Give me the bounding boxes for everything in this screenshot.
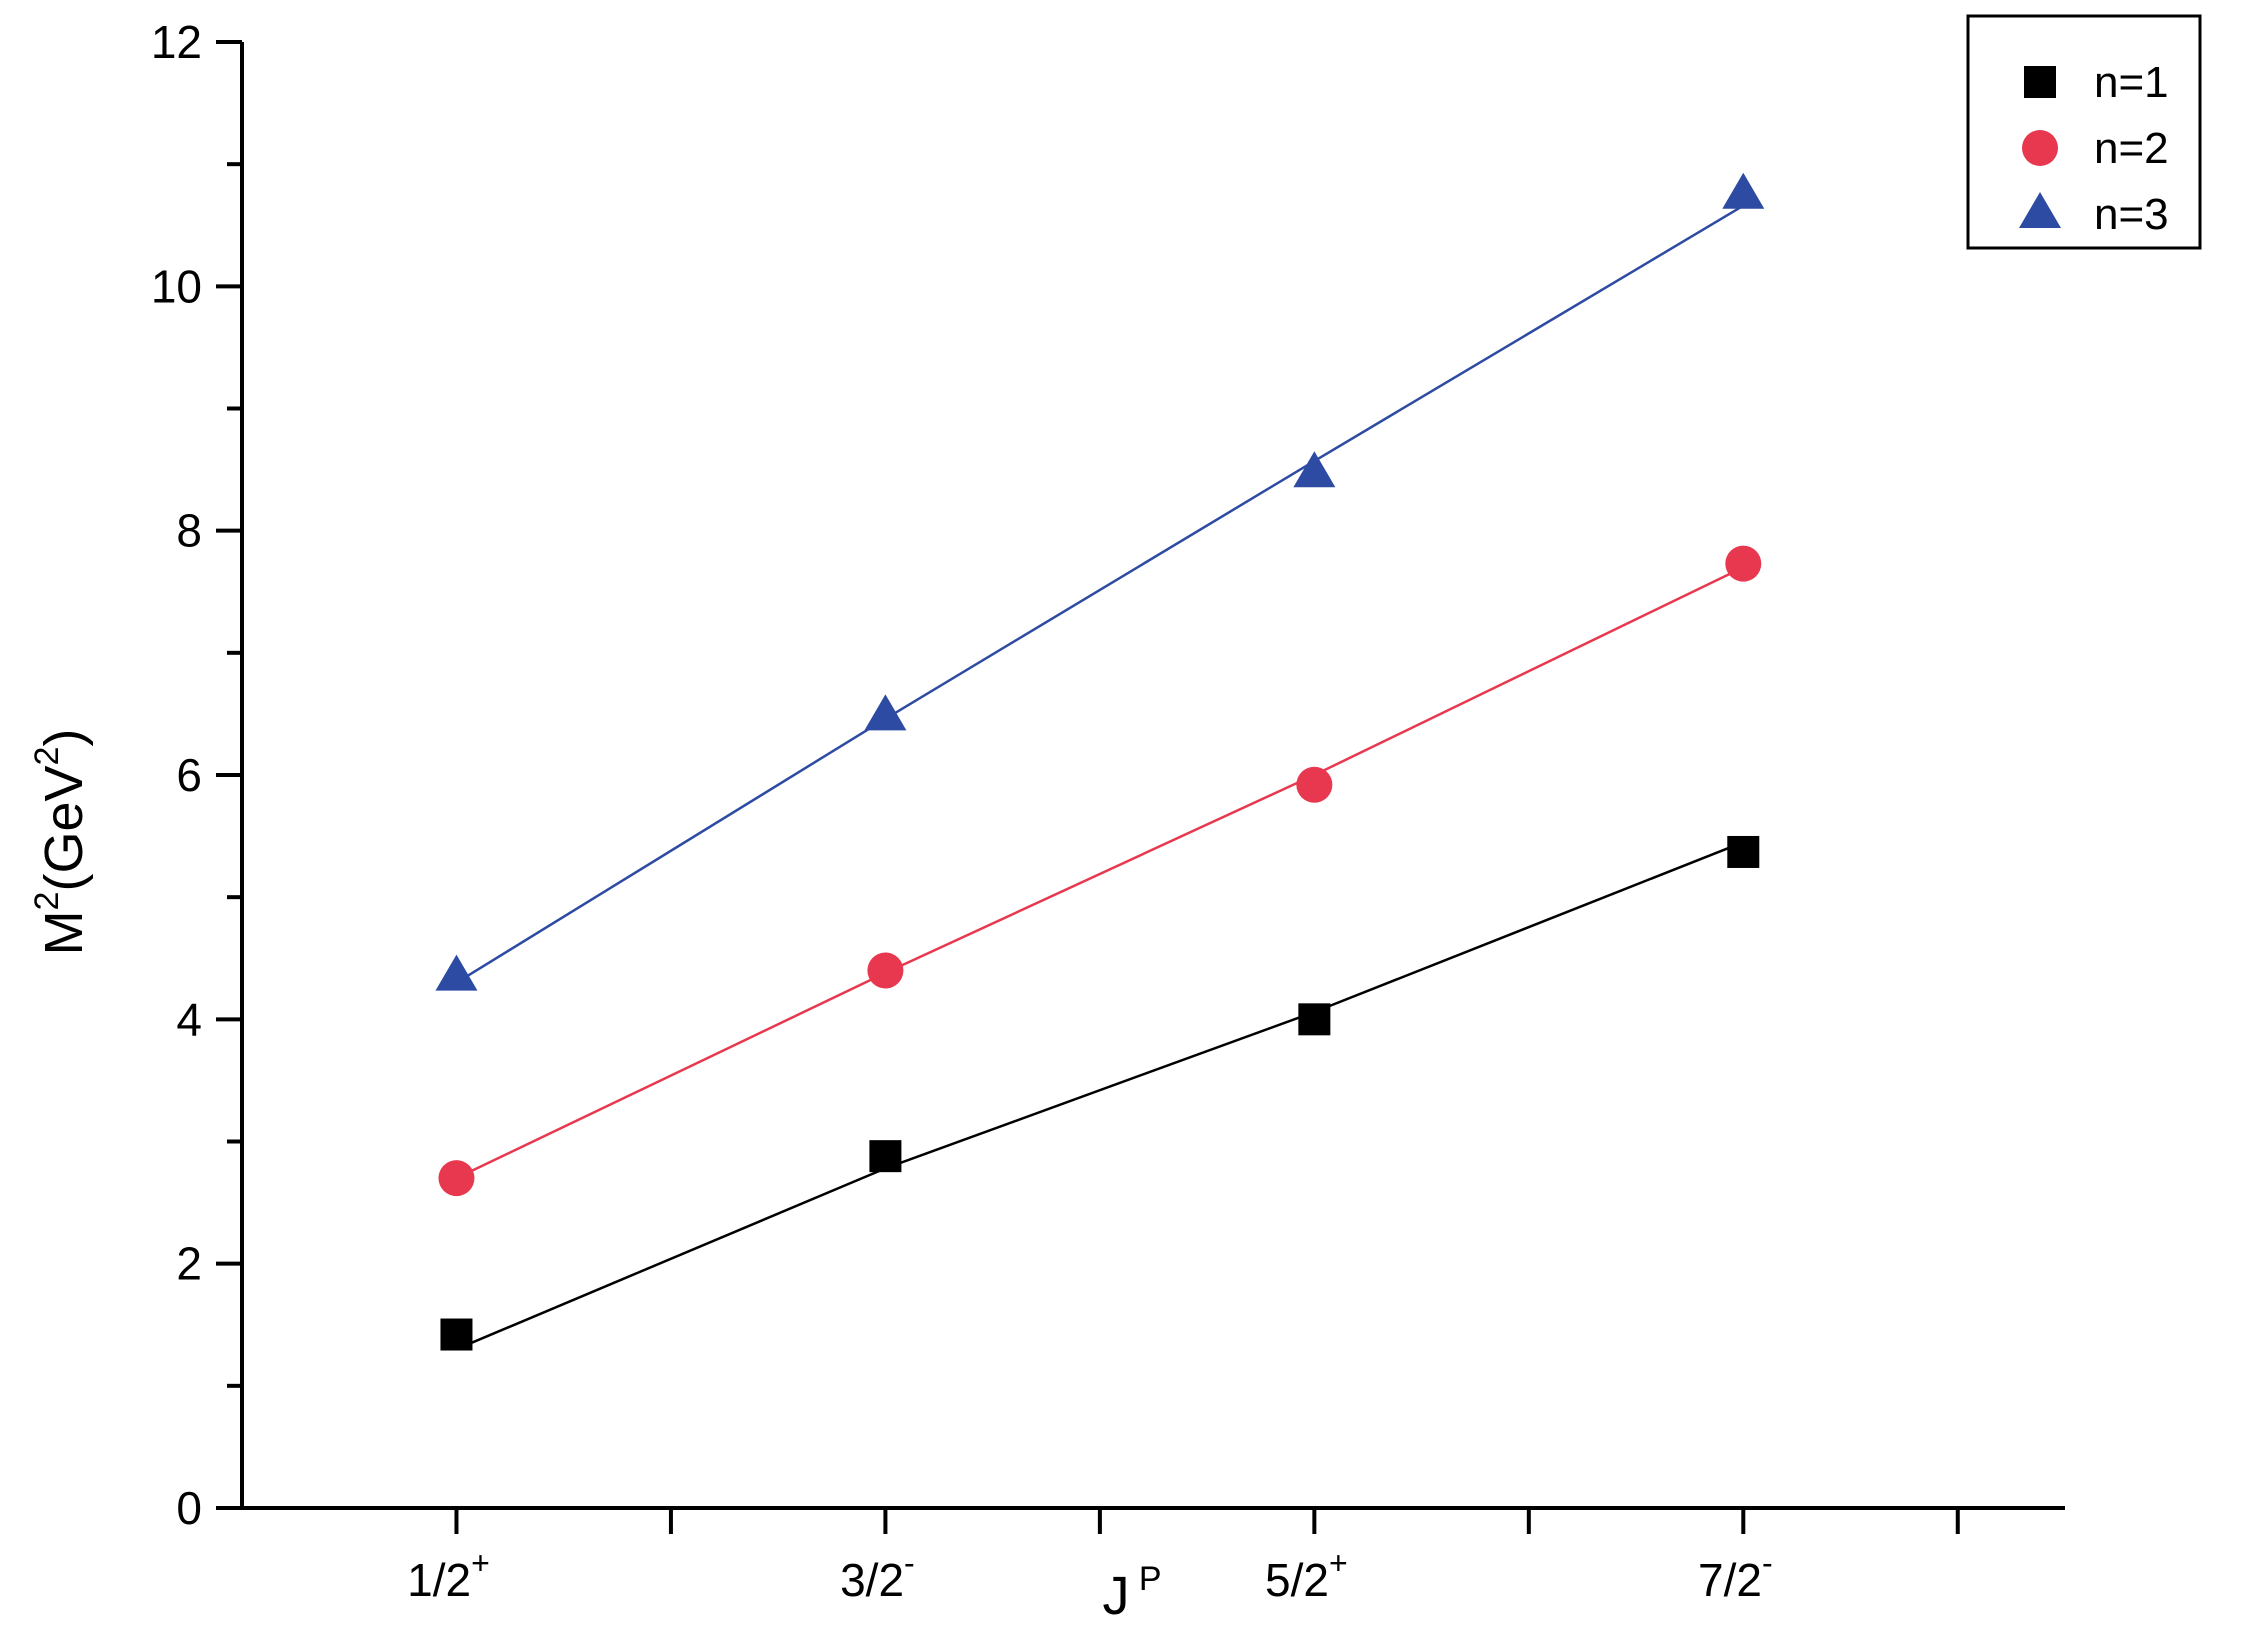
y-tick-label: 12 [151,16,202,68]
legend: n=1 n=2 n=3 [1966,14,2202,250]
legend-box [1966,14,2202,250]
y-tick-label: 6 [176,749,202,801]
legend-label: n=1 [2094,58,2169,107]
data-point-n=3 [1722,172,1765,209]
y-tick-label: 4 [176,993,202,1045]
y-tick-label: 2 [176,1238,202,1290]
data-point-n=1 [869,1140,902,1173]
legend-label: n=3 [2094,190,2169,239]
y-tick-label: 0 [176,1482,202,1534]
data-point-n=2 [867,952,904,989]
data-point-n=1 [1298,1003,1331,1036]
y-tick-label: 10 [151,260,202,312]
fit-lines [455,204,1744,1351]
y-axis-title: M2(GeV2) [28,729,94,956]
x-tick-label: 7/2- [1698,1545,1773,1606]
data-point-n=3 [435,954,478,991]
legend-label: n=2 [2094,124,2169,173]
data-markers [435,172,1765,1351]
axis-titles: J P M2(GeV2) [28,729,1162,1626]
legend-marker-n=1 [2024,66,2056,98]
axes [216,40,2065,1534]
data-point-n=3 [864,694,907,731]
data-point-n=1 [1727,835,1760,868]
y-tick-label: 8 [176,505,202,557]
data-point-n=2 [1296,766,1333,803]
x-axis-title: J P [1102,1560,1161,1626]
data-point-n=3 [1293,451,1336,488]
x-tick-label: 1/2+ [407,1545,490,1606]
fit-line-n=3 [455,204,1744,984]
tick-labels: 0 2 4 6 8 10 12 1/2+ 3/2- 5/2+ 7/2- [151,16,1773,1606]
data-point-n=2 [438,1160,475,1197]
legend-marker-n=3 [2019,192,2061,228]
fit-line-n=2 [455,566,1744,1180]
x-tick-label: 5/2+ [1265,1545,1348,1606]
x-tick-label: 3/2- [840,1545,915,1606]
legend-marker-n=2 [2022,130,2058,166]
fit-line-n=1 [455,841,1744,1351]
data-point-n=2 [1725,545,1762,582]
data-point-n=1 [440,1318,473,1351]
